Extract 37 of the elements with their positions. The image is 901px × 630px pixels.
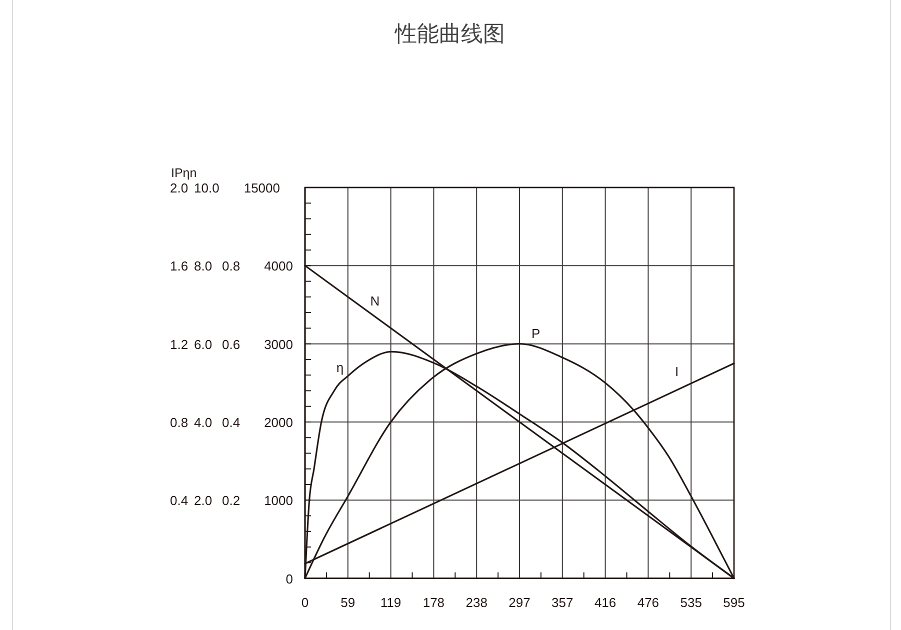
- x-tick-label: 178: [422, 595, 445, 610]
- y2-tick-label: 6.0: [194, 336, 212, 352]
- y2-tick-label: 2.0: [194, 493, 212, 508]
- series-label: η: [336, 360, 344, 376]
- x-tick-label: 416: [594, 595, 616, 610]
- y2-tick-label: 4.0: [194, 414, 212, 430]
- x-tick-label: 595: [723, 595, 745, 610]
- title: 性能曲线图: [395, 21, 505, 46]
- series-label: P: [531, 326, 540, 342]
- y-tick-label: 4000: [264, 258, 293, 274]
- y-tick-label: 0.8: [222, 258, 240, 274]
- y-tick-label: 1000: [264, 493, 293, 508]
- x-tick-label: 238: [466, 595, 488, 610]
- y3-tick-label: 0.8: [170, 414, 188, 430]
- y-tick-label: 0.6: [222, 336, 240, 352]
- y2-tick-label: 8.0: [194, 258, 212, 274]
- x-tick-label: 357: [552, 595, 574, 610]
- annotation: 15000: [244, 180, 280, 196]
- y2-tick-label: 10.0: [194, 180, 220, 196]
- y-tick-label: 0.4: [222, 414, 240, 430]
- y-tick-label: 0: [286, 571, 293, 586]
- x-tick-label: 476: [637, 595, 660, 610]
- x-tick-label: 297: [508, 595, 530, 610]
- y-tick-label: 2000: [264, 414, 293, 430]
- y3label: IPηn: [171, 166, 197, 180]
- x-tick-label: 119: [380, 595, 402, 610]
- y3-tick-label: 1.2: [170, 336, 188, 352]
- y-tick-label: 0.2: [222, 493, 240, 508]
- x-tick-label: 0: [301, 595, 309, 610]
- y3-tick-label: 0.4: [170, 493, 188, 508]
- series-label: N: [370, 294, 380, 309]
- x-tick-label: 535: [680, 595, 702, 610]
- x-tick-label: 59: [340, 595, 356, 610]
- y3-tick-label: 2.0: [170, 180, 188, 196]
- series-label: I: [674, 364, 679, 380]
- y3-tick-label: 1.6: [170, 258, 188, 274]
- y-tick-label: 3000: [264, 336, 293, 352]
